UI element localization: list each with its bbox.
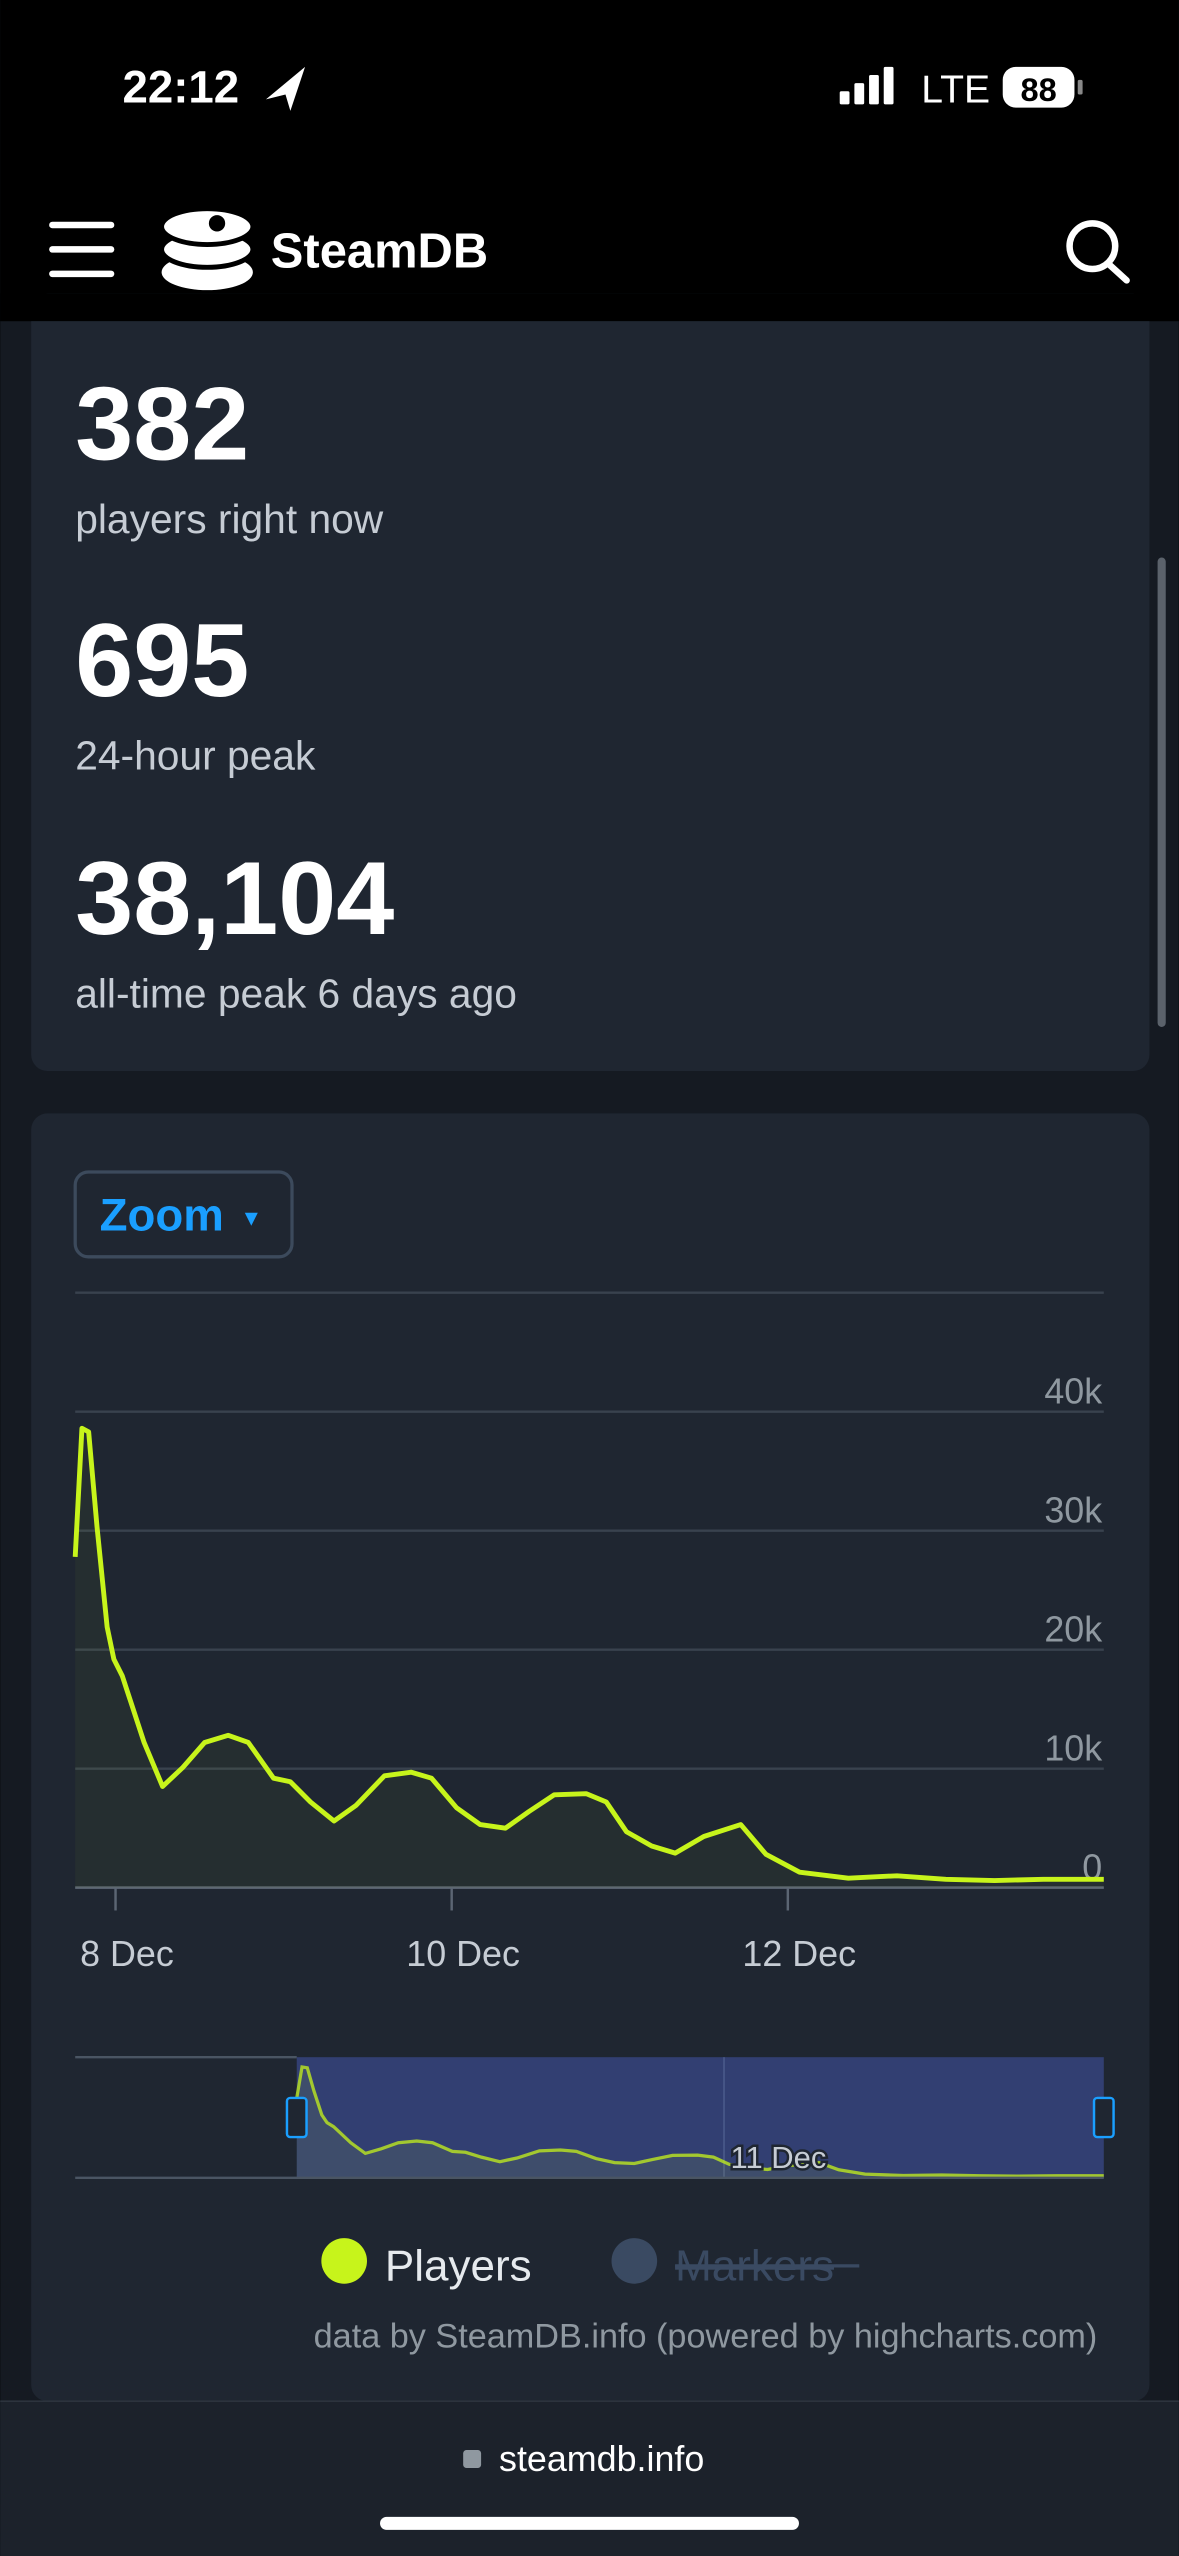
location-icon [265,66,306,111]
stats-card [31,293,1150,1071]
time: 22:12 [122,62,239,113]
battery-tip [1077,79,1083,95]
stat-label: 24-hour peak [75,732,316,778]
site-title[interactable]: SteamDB [271,224,488,278]
stat-value: 382 [75,367,249,483]
scrollbar [1157,557,1166,1027]
stat-label: all-time peak 6 days ago [75,970,517,1016]
line [72,1425,1104,1883]
stat-value: 695 [75,603,249,719]
navigator-tick-label: 11 Dec [731,2140,827,2175]
lock-icon [463,2450,482,2468]
y-tick-label: 20k [1044,1610,1102,1650]
zoom-arrow[interactable]: ▾ [245,1202,259,1232]
navigator-handle[interactable] [1092,2096,1115,2139]
y-tick-label: 40k [1044,1372,1102,1412]
credit: data by SteamDB.info (powered by highcha… [314,2317,1098,2355]
x-tick-label: 12 Dec [742,1934,856,1974]
menu-button[interactable] [49,221,115,278]
x-tick-label: 10 Dec [406,1934,520,1974]
navigator-line [295,2065,1104,2178]
url[interactable]: steamdb.info [499,2439,704,2479]
navigator-selection [296,2057,1104,2178]
legend-marker [611,2238,658,2284]
url-bar [0,2401,1179,2556]
home-indicator [380,2516,799,2530]
logo[interactable] [159,206,256,291]
legend-marker [321,2238,367,2284]
search-button[interactable] [1066,220,1130,284]
y-tick-label: 30k [1044,1491,1102,1531]
battery-level: 88 [1020,71,1056,108]
x-tick-label: 8 Dec [80,1934,174,1974]
zoom-button[interactable] [73,1170,294,1259]
network: LTE [921,69,990,112]
legend-label[interactable]: Players [385,2242,532,2291]
zoom-label[interactable]: Zoom [100,1190,224,1241]
battery-icon [1002,66,1075,108]
stat-value: 38,104 [75,841,394,957]
y-tick-label: 10k [1044,1729,1102,1769]
signal-icon [839,66,894,105]
stat-label: players right now [75,496,384,542]
header-edge [0,293,1179,322]
navigator-handle[interactable] [285,2096,308,2139]
